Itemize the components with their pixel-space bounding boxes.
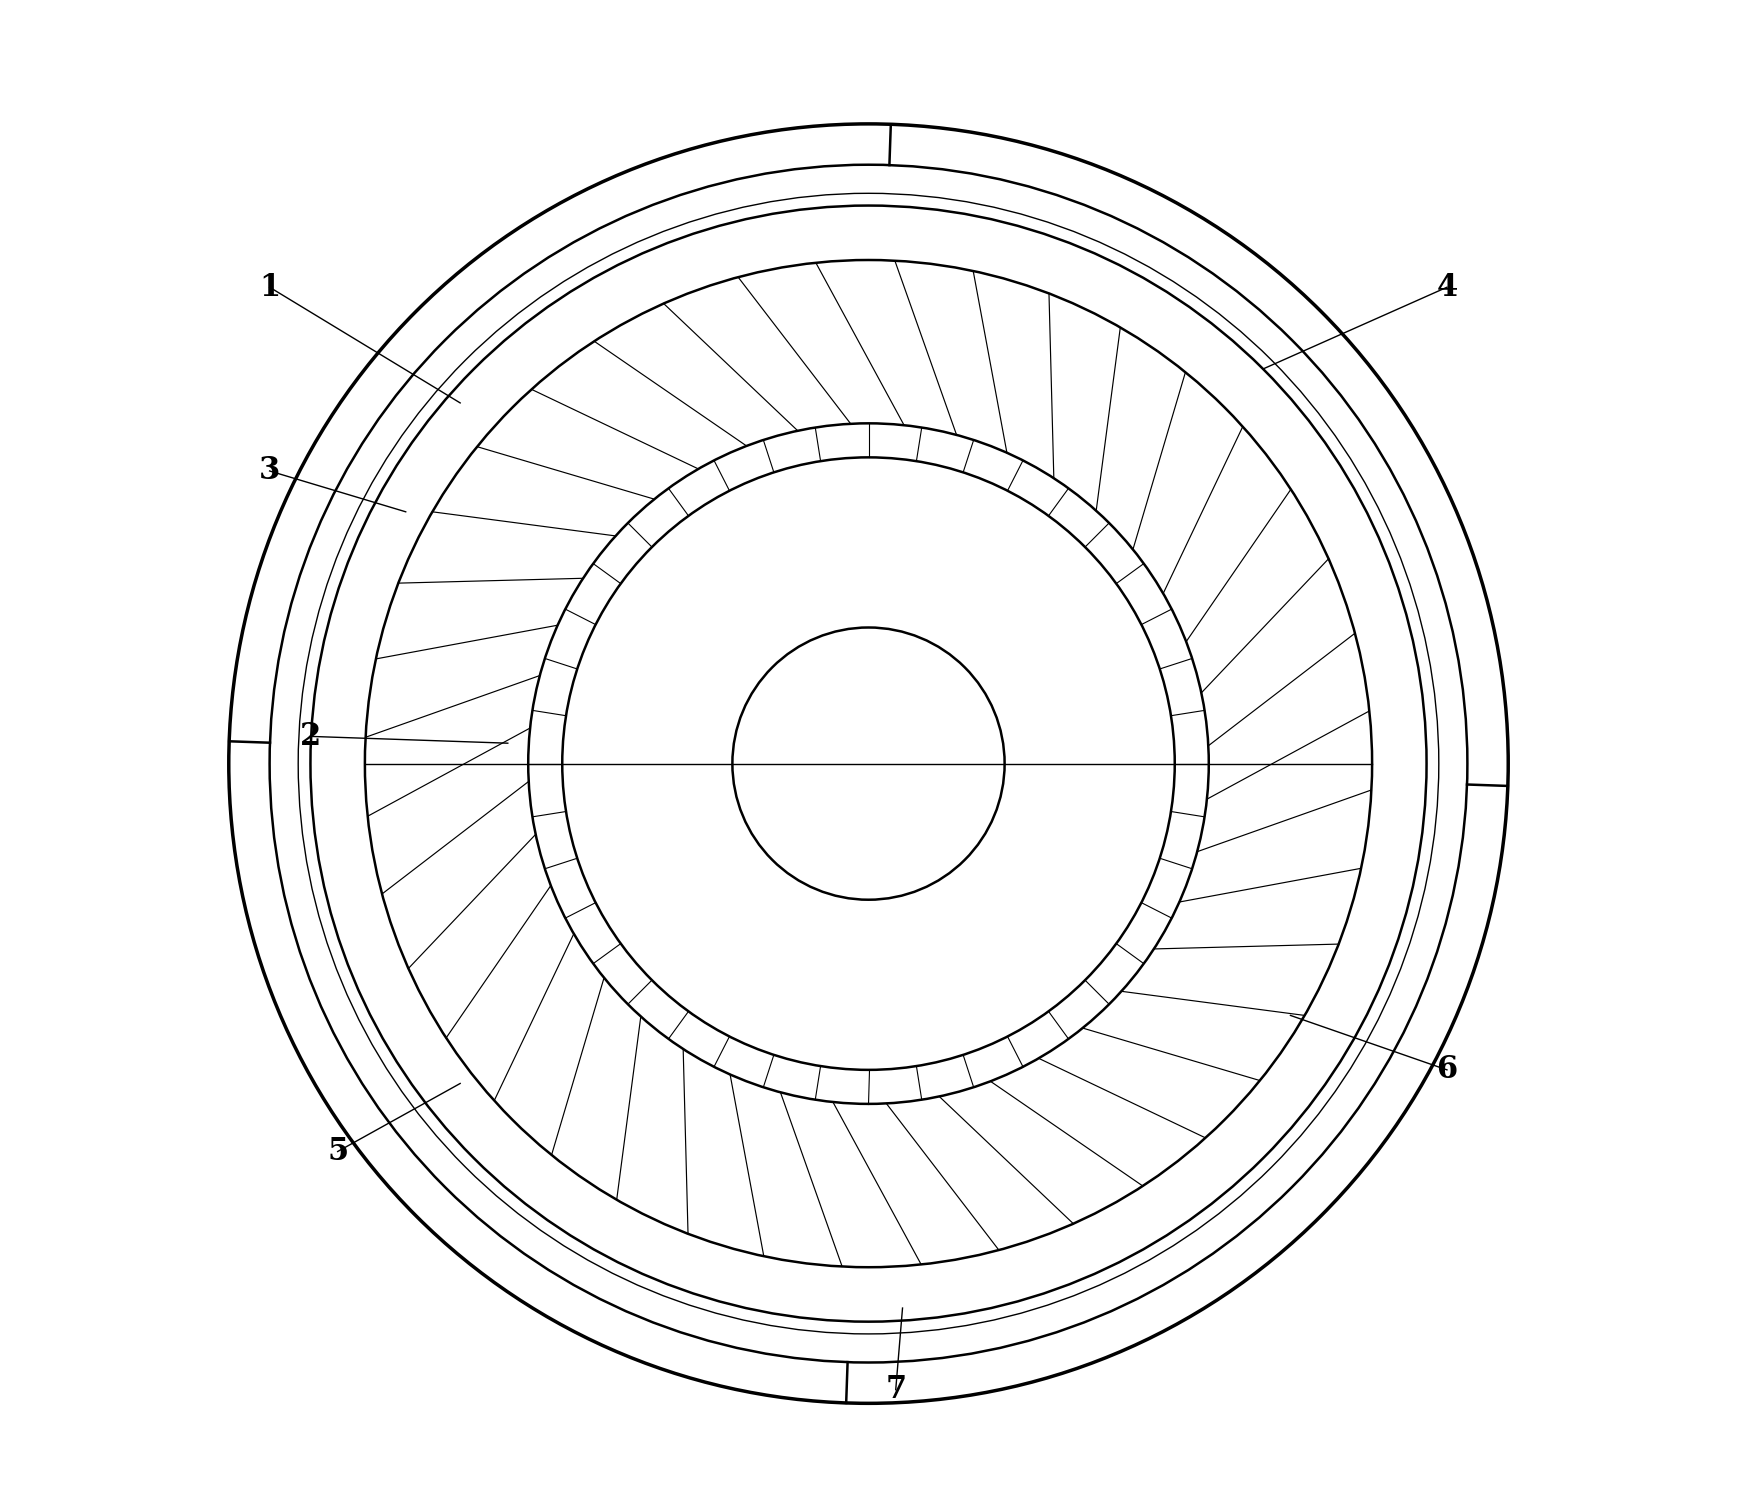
Text: 7: 7: [886, 1374, 907, 1406]
Wedge shape: [846, 784, 1508, 1404]
Wedge shape: [229, 741, 848, 1402]
Wedge shape: [889, 124, 1508, 786]
Wedge shape: [229, 124, 891, 742]
Text: 1: 1: [259, 272, 280, 303]
Circle shape: [229, 124, 1508, 1404]
Text: 3: 3: [259, 456, 280, 486]
Circle shape: [733, 627, 1004, 900]
Text: 5: 5: [327, 1136, 347, 1167]
Text: 2: 2: [301, 722, 321, 752]
Circle shape: [311, 206, 1426, 1322]
Text: 6: 6: [1436, 1054, 1457, 1086]
Text: 4: 4: [1436, 272, 1457, 303]
Circle shape: [563, 458, 1174, 1070]
